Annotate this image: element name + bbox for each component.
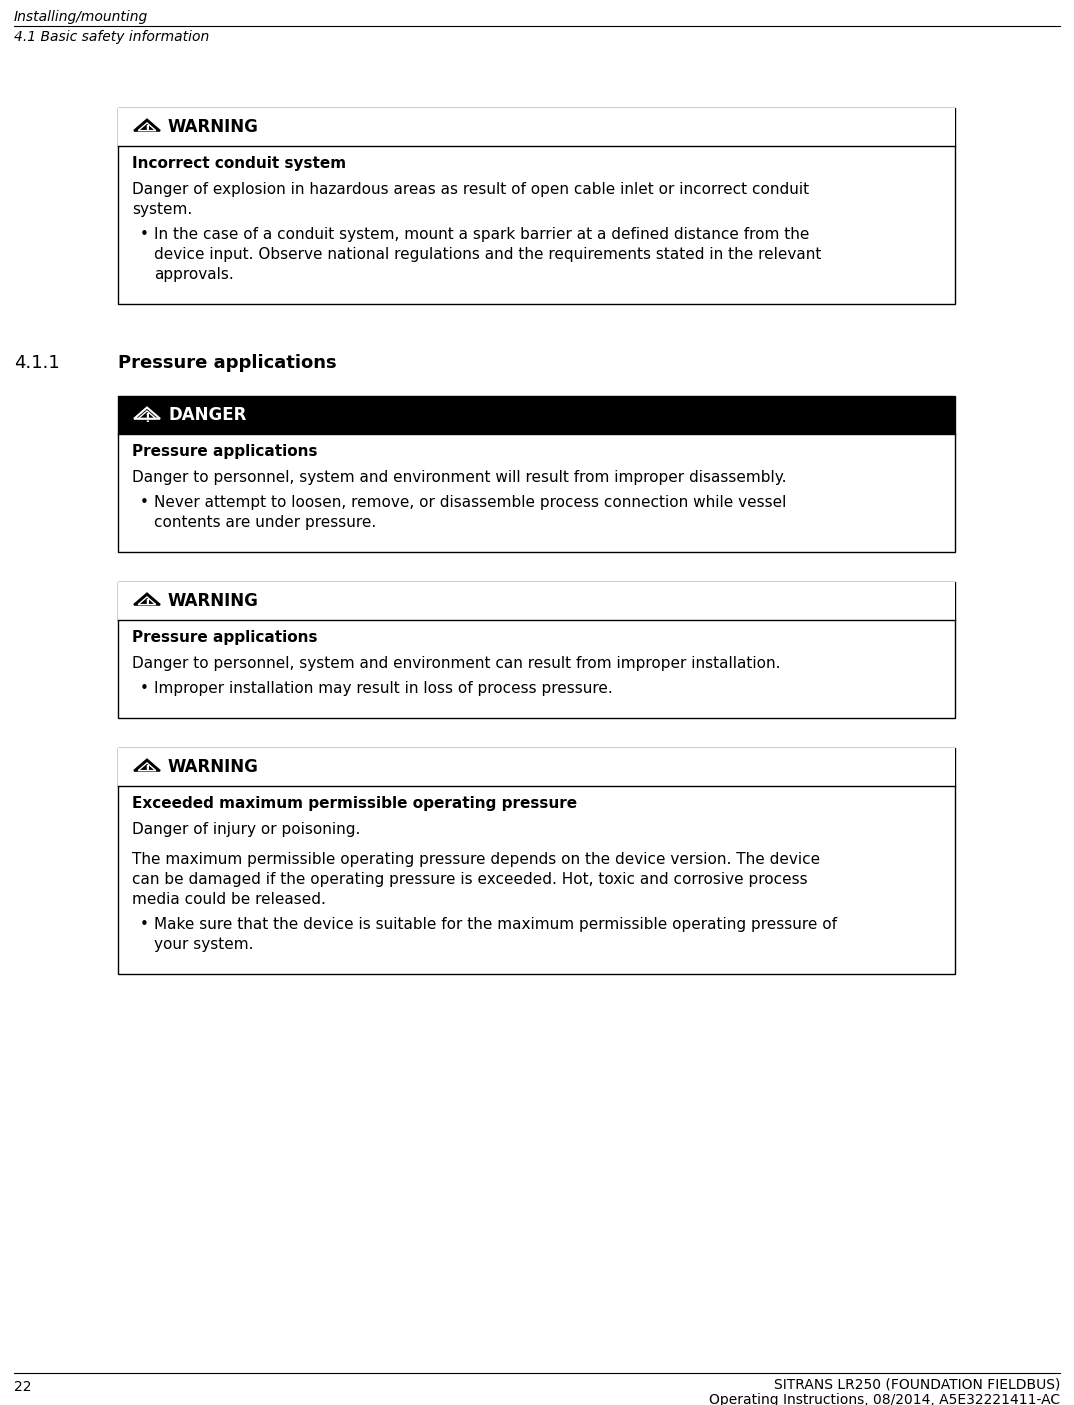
Text: 4.1.1: 4.1.1 [14,354,60,372]
Text: Pressure applications: Pressure applications [118,354,336,372]
Text: Exceeded maximum permissible operating pressure: Exceeded maximum permissible operating p… [132,797,577,811]
Text: approvals.: approvals. [154,267,234,282]
Text: Pressure applications: Pressure applications [132,629,318,645]
Text: Danger to personnel, system and environment can result from improper installatio: Danger to personnel, system and environm… [132,656,781,672]
Text: Incorrect conduit system: Incorrect conduit system [132,156,346,171]
Text: system.: system. [132,202,192,216]
Text: Never attempt to loosen, remove, or disassemble process connection while vessel: Never attempt to loosen, remove, or disa… [154,495,786,510]
Text: WARNING: WARNING [168,118,259,136]
Bar [118,108,955,146]
Text: SITRANS LR250 (FOUNDATION FIELDBUS): SITRANS LR250 (FOUNDATION FIELDBUS) [773,1378,1060,1392]
Text: The maximum permissible operating pressure depends on the device version. The de: The maximum permissible operating pressu… [132,851,821,867]
Text: your system.: your system. [154,937,253,953]
Text: In the case of a conduit system, mount a spark barrier at a defined distance fro: In the case of a conduit system, mount a… [154,228,810,242]
Text: Make sure that the device is suitable for the maximum permissible operating pres: Make sure that the device is suitable fo… [154,917,837,932]
Text: 4.1 Basic safety information: 4.1 Basic safety information [14,30,209,44]
Text: DANGER: DANGER [168,406,246,424]
Bar [118,108,955,303]
Bar [118,582,955,620]
Polygon shape [134,593,160,604]
Bar [118,396,955,552]
Bar [118,747,955,785]
Text: Operating Instructions, 08/2014, A5E32221411-AC: Operating Instructions, 08/2014, A5E3222… [709,1392,1060,1405]
Text: !: ! [144,124,150,136]
Text: WARNING: WARNING [168,759,259,776]
Text: •: • [140,495,149,510]
Text: 22: 22 [14,1380,31,1394]
Text: •: • [140,917,149,932]
Bar [118,396,955,434]
Text: •: • [140,681,149,695]
Polygon shape [134,407,160,419]
Text: Danger of injury or poisoning.: Danger of injury or poisoning. [132,822,361,837]
Text: Danger of explosion in hazardous areas as result of open cable inlet or incorrec: Danger of explosion in hazardous areas a… [132,183,809,197]
Text: can be damaged if the operating pressure is exceeded. Hot, toxic and corrosive p: can be damaged if the operating pressure… [132,873,808,887]
Text: device input. Observe national regulations and the requirements stated in the re: device input. Observe national regulatio… [154,247,822,261]
Text: Danger to personnel, system and environment will result from improper disassembl: Danger to personnel, system and environm… [132,471,786,485]
Text: Installing/mounting: Installing/mounting [14,10,148,24]
Text: contents are under pressure.: contents are under pressure. [154,516,376,530]
Text: media could be released.: media could be released. [132,892,325,908]
Text: WARNING: WARNING [168,592,259,610]
Polygon shape [134,119,160,131]
Bar [118,582,955,718]
Text: Improper installation may result in loss of process pressure.: Improper installation may result in loss… [154,681,613,695]
Text: •: • [140,228,149,242]
Text: !: ! [144,597,150,611]
Text: !: ! [144,412,150,424]
Text: !: ! [144,763,150,777]
Polygon shape [134,760,160,771]
Bar [118,747,955,974]
Text: Pressure applications: Pressure applications [132,444,318,459]
